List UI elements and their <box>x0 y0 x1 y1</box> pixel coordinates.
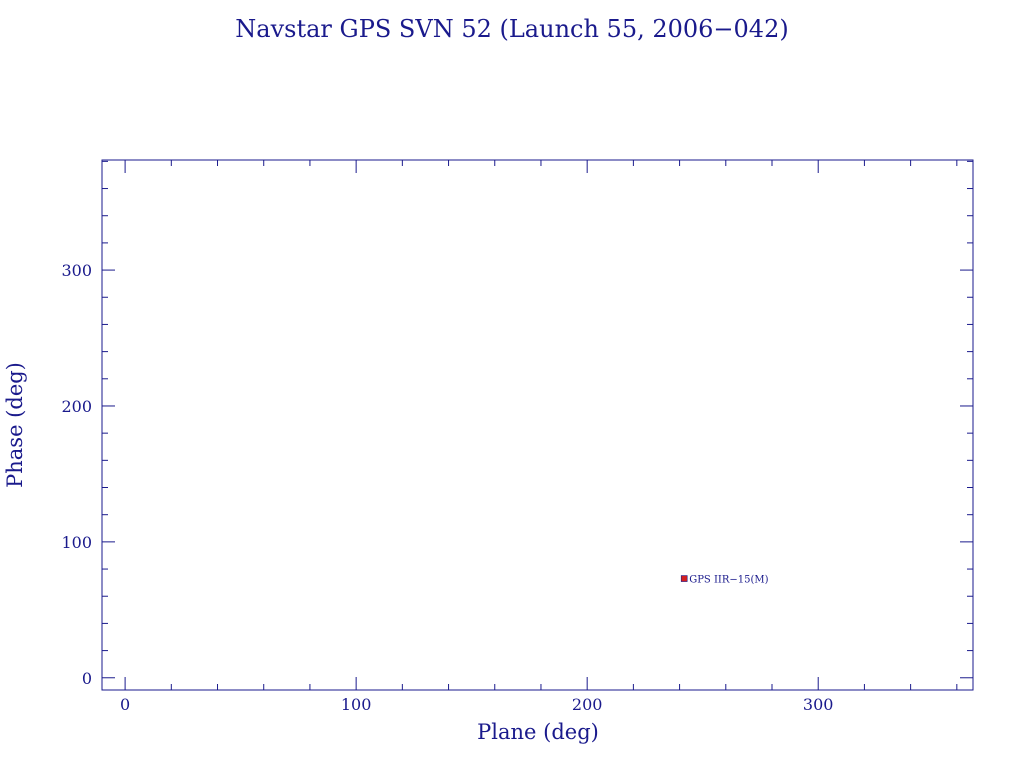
x-tick-label: 300 <box>803 695 834 714</box>
x-axis-label: Plane (deg) <box>477 720 599 744</box>
y-tick-labels: 0 100 200 300 <box>61 261 92 688</box>
y-tick-label: 0 <box>82 669 92 688</box>
x-tick-label: 0 <box>120 695 130 714</box>
data-point-marker <box>680 575 688 582</box>
data-point-label: GPS IIR−15(M) <box>689 575 768 586</box>
minor-ticks <box>102 160 973 690</box>
chart-title: Navstar GPS SVN 52 (Launch 55, 2006−042) <box>235 15 788 43</box>
data-points: GPS IIR−15(M) <box>680 575 769 586</box>
plot-frame <box>101 159 974 691</box>
y-tick-label: 200 <box>61 397 92 416</box>
y-tick-label: 100 <box>61 533 92 552</box>
x-tick-label: 200 <box>572 695 603 714</box>
x-tick-labels: 0 100 200 300 <box>120 695 833 714</box>
x-tick-label: 100 <box>341 695 372 714</box>
major-ticks <box>102 160 973 690</box>
y-tick-label: 300 <box>61 261 92 280</box>
y-axis-label: Phase (deg) <box>3 362 27 488</box>
